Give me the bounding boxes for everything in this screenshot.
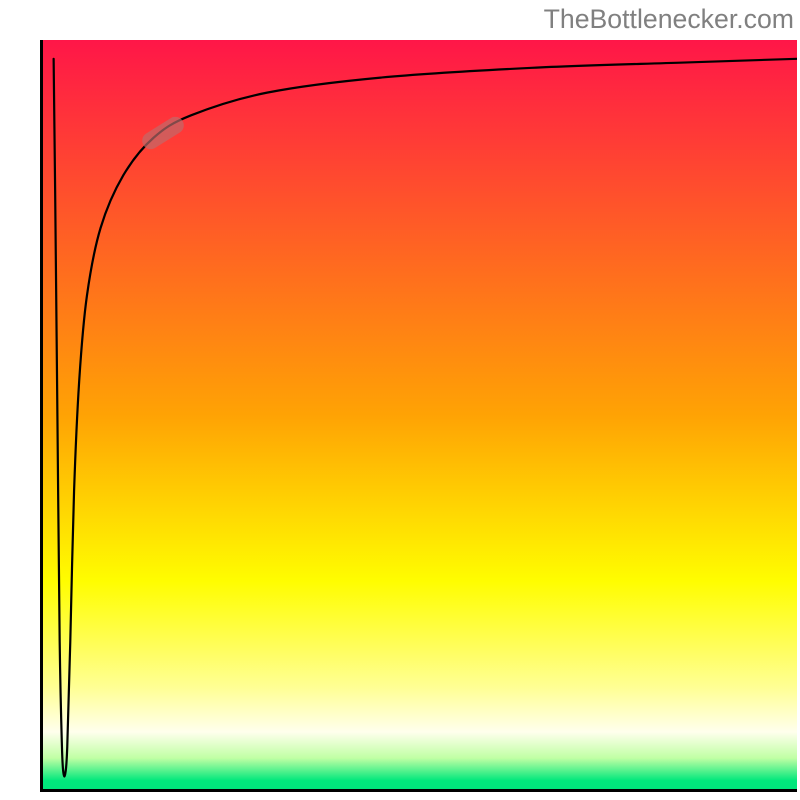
plot-area xyxy=(40,40,797,792)
watermark-text: TheBottlenecker.com xyxy=(544,4,794,35)
bottleneck-curve xyxy=(54,59,797,777)
plot-overlay xyxy=(40,40,797,792)
figure-root: TheBottlenecker.com xyxy=(0,0,800,800)
